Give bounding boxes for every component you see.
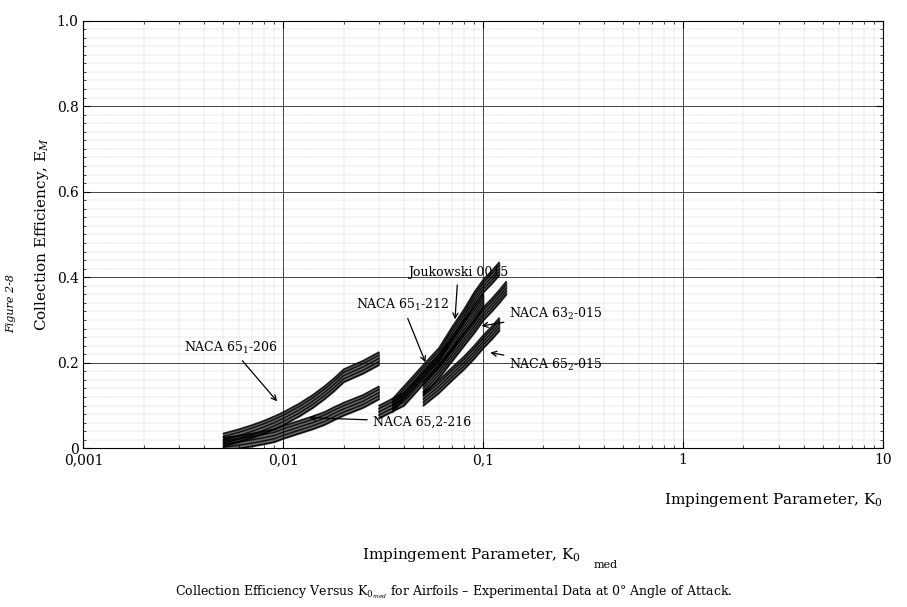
- Text: NACA 63$_2$-015: NACA 63$_2$-015: [483, 305, 603, 327]
- Text: NACA 65,2-216: NACA 65,2-216: [310, 415, 471, 429]
- Text: NACA 65$_1$-206: NACA 65$_1$-206: [184, 340, 278, 400]
- Text: Joukowski 0015: Joukowski 0015: [408, 266, 508, 318]
- Text: med: med: [594, 560, 618, 569]
- Y-axis label: Collection Efficiency, E$_M$: Collection Efficiency, E$_M$: [34, 138, 51, 331]
- Text: Impingement Parameter, K$_0$: Impingement Parameter, K$_0$: [362, 546, 581, 565]
- Text: Figure 2-8: Figure 2-8: [5, 274, 16, 333]
- Text: NACA 65$_1$-212: NACA 65$_1$-212: [356, 297, 449, 361]
- Text: Impingement Parameter, K$_0$: Impingement Parameter, K$_0$: [664, 491, 883, 509]
- Text: Collection Efficiency Versus K$_{0_{med}}$ for Airfoils – Experimental Data at 0: Collection Efficiency Versus K$_{0_{med}…: [175, 583, 732, 601]
- Text: NACA 65$_2$-015: NACA 65$_2$-015: [492, 351, 603, 373]
